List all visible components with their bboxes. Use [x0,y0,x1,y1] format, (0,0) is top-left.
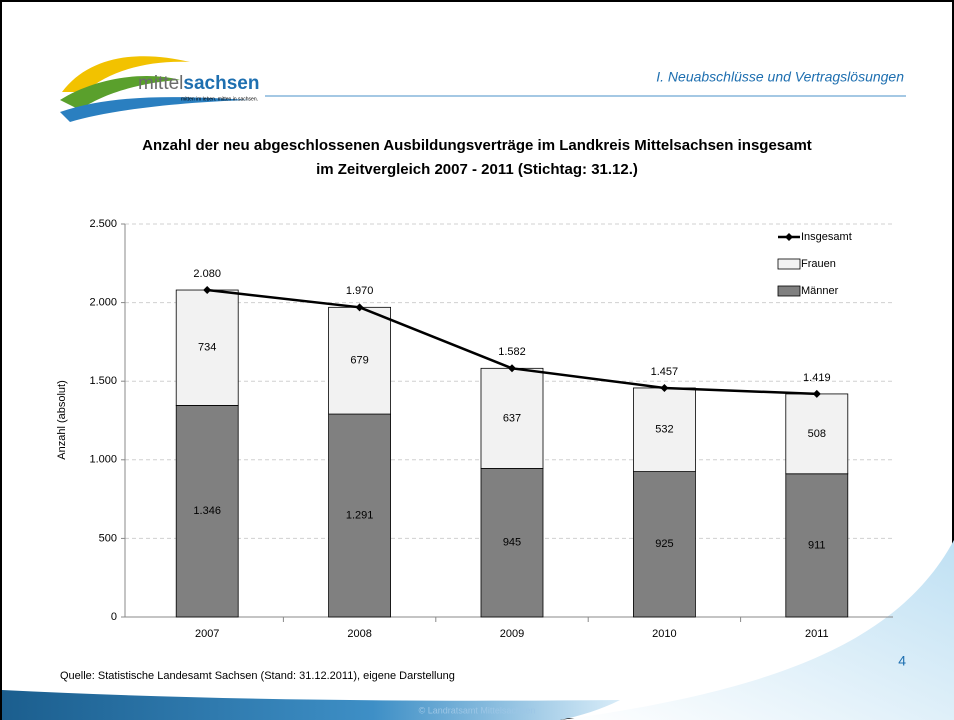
bar-segment [175,405,239,618]
logo-text: mittelsachsen [138,73,259,94]
data-label: 532 [655,424,673,436]
data-label: 1.582 [498,346,526,358]
logo-sun [62,56,190,92]
y-axis-label: Anzahl (absolut) [56,380,68,460]
data-label: 2.080 [193,268,221,280]
source: Quelle: Statistische Landesamt Sachsen (… [60,670,455,682]
logo-river [60,97,250,122]
logo-part: sachsen [183,73,259,94]
data-label: 945 [503,537,521,549]
x-tick-label: 2011 [805,628,829,640]
footer-wave [2,690,620,720]
y-tick-label: 1.000 [89,454,117,466]
legend-swatch [777,258,801,270]
data-label: 1.419 [803,372,831,384]
bar-segment [480,468,544,618]
y-tick-label: 1.500 [89,375,117,387]
legend-swatch [777,285,801,297]
data-label: 925 [655,538,673,550]
bar-segment [480,367,544,469]
swoosh [560,540,954,720]
line-marker [203,286,212,295]
bar-segment [175,289,239,406]
line-marker [660,383,669,392]
x-tick-label: 2010 [652,628,676,640]
legend-label: Insgesamt [801,231,852,243]
data-label: 734 [198,342,216,354]
data-label: 637 [503,412,521,424]
legend-marker [785,233,793,241]
data-label: 508 [808,428,826,440]
bar-segment [633,387,696,472]
x-tick-label: 2009 [500,628,524,640]
section-title: I. Neuabschlüsse und Vertragslösungen [656,69,904,85]
legend-label: Männer [801,285,839,297]
x-tick-label: 2008 [347,628,371,640]
data-label: 1.291 [346,509,374,521]
data-label: 1.346 [193,505,221,517]
chart-title: Anzahl der neu abgeschlossenen Ausbildun… [142,137,812,154]
logo-slogan: mitten im leben. mitten in sachsen. [181,96,258,102]
bar-segment [633,471,696,618]
data-label: 1.970 [346,285,374,297]
bar-segment [785,473,849,618]
data-label: 911 [808,539,826,551]
logo-hill [60,76,180,110]
footer: © Landratsamt Mittelsachsen [419,705,536,715]
legend-label: Frauen [801,258,836,270]
x-tick-label: 2007 [195,628,219,640]
line-marker [812,389,821,398]
data-label: 1.457 [651,366,679,378]
chart-title: im Zeitvergleich 2007 - 2011 (Stichtag: … [316,161,638,178]
bar-segment [328,413,392,618]
page-number: 4 [898,653,906,669]
y-tick-label: 0 [111,611,117,623]
bar-segment [785,393,849,475]
logo-part: mittel [138,73,183,94]
y-tick-label: 2.500 [89,218,117,230]
line-marker [508,364,516,373]
y-tick-label: 500 [99,532,117,544]
y-tick-label: 2.000 [89,297,117,309]
bar-segment [328,306,392,415]
data-label: 679 [350,355,368,367]
line-marker [355,303,364,312]
